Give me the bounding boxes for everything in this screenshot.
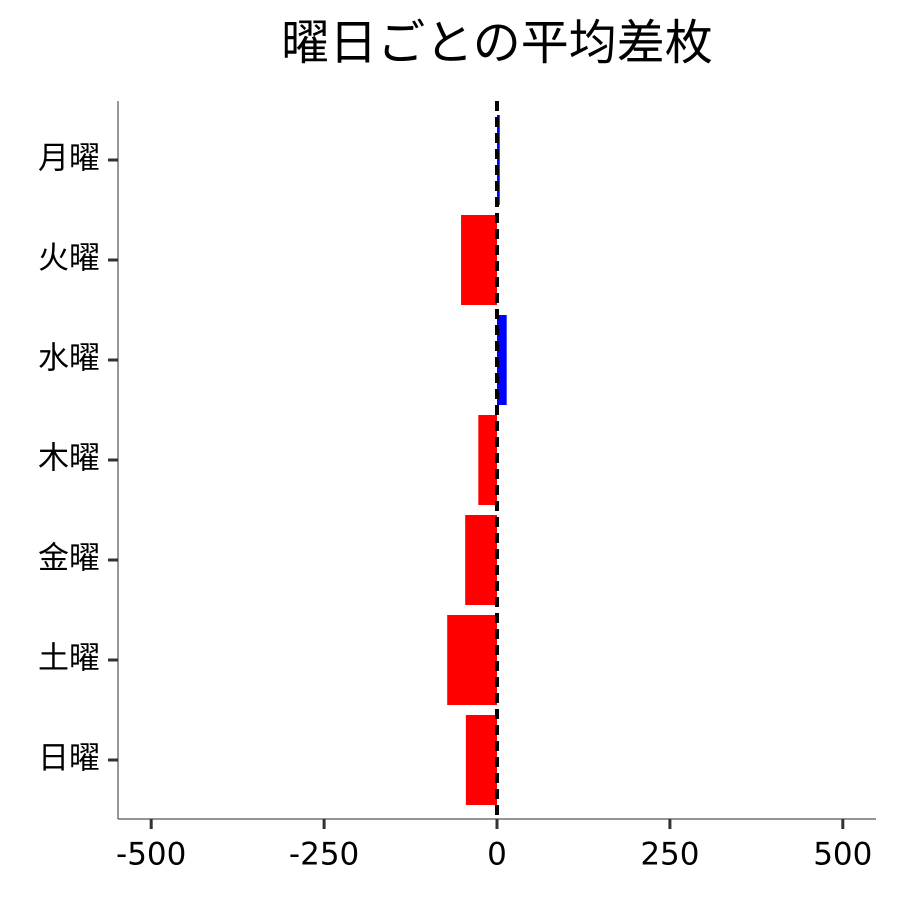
x-tick-label: 0 xyxy=(487,837,507,873)
bar xyxy=(447,615,497,705)
bar xyxy=(478,415,497,505)
x-tick-label: -500 xyxy=(116,837,186,873)
bar xyxy=(465,715,497,805)
y-tick-label: 月曜 xyxy=(38,141,100,177)
bar xyxy=(497,115,500,205)
chart-title: 曜日ごとの平均差枚 xyxy=(281,15,713,71)
y-tick-label: 水曜 xyxy=(38,341,100,377)
x-tick-label: -250 xyxy=(289,837,359,873)
x-tick-label: 500 xyxy=(813,837,872,873)
y-tick-label: 火曜 xyxy=(38,241,100,277)
x-tick-label: 250 xyxy=(640,837,699,873)
bar xyxy=(497,315,507,405)
bar xyxy=(461,215,497,305)
y-tick-label: 金曜 xyxy=(38,541,100,577)
y-tick-label: 木曜 xyxy=(38,441,100,477)
bar xyxy=(465,515,497,605)
y-tick-label: 土曜 xyxy=(38,641,100,677)
y-tick-label: 日曜 xyxy=(38,741,100,777)
